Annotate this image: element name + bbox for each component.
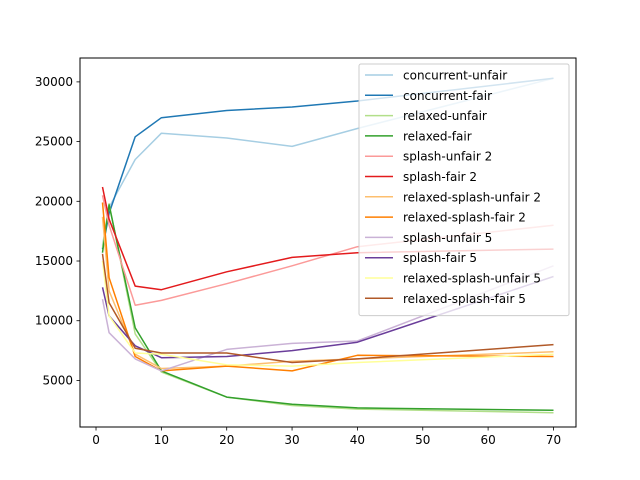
y-tick-label: 25000: [35, 135, 73, 149]
y-tick-label: 10000: [35, 314, 73, 328]
y-axis: 5000 10000 15000 20000 25000 30000: [35, 75, 80, 387]
legend: concurrent-unfair concurrent-fair relaxed-…: [358, 63, 570, 317]
y-tick-label: 20000: [35, 194, 73, 208]
plot-frame: [79, 57, 577, 428]
x-tick-label: 30: [284, 433, 299, 447]
x-tick-label: 50: [415, 433, 430, 447]
legend-label: relaxed-splash-unfair 2: [403, 190, 541, 204]
legend-label: splash-fair 2: [403, 170, 477, 184]
series-line-11: [101, 260, 554, 367]
legend-label: splash-fair 5: [403, 251, 477, 265]
series-line-2: [101, 77, 554, 250]
series-line-6: [101, 186, 554, 291]
legend-label: splash-unfair 5: [403, 231, 492, 245]
series-lines: [101, 77, 554, 414]
x-tick-label: 0: [92, 433, 100, 447]
x-tick-label: 20: [219, 433, 234, 447]
legend-label: concurrent-fair: [403, 89, 492, 103]
legend-label: relaxed-fair: [403, 129, 472, 143]
y-tick-label: 5000: [42, 373, 73, 387]
legend-label: relaxed-splash-fair 5: [403, 292, 526, 306]
legend-box: [358, 63, 570, 317]
series-line-12: [101, 253, 554, 364]
x-axis: 0 10 20 30 40 50 60 70: [92, 427, 561, 447]
x-tick-label: 10: [154, 433, 169, 447]
legend-label: splash-unfair 2: [403, 150, 492, 164]
legend-label: concurrent-unfair: [403, 69, 507, 83]
legend-label: relaxed-unfair: [403, 109, 487, 123]
y-tick-label: 30000: [35, 75, 73, 89]
series-line-8: [101, 202, 554, 372]
legend-label: relaxed-splash-fair 2: [403, 211, 526, 225]
x-tick-label: 70: [546, 433, 561, 447]
series-line-4: [101, 204, 554, 412]
y-tick-label: 15000: [35, 254, 73, 268]
series-line-5: [101, 195, 554, 306]
legend-label: relaxed-splash-unfair 5: [403, 272, 541, 286]
x-tick-label: 60: [480, 433, 495, 447]
x-tick-label: 40: [350, 433, 365, 447]
